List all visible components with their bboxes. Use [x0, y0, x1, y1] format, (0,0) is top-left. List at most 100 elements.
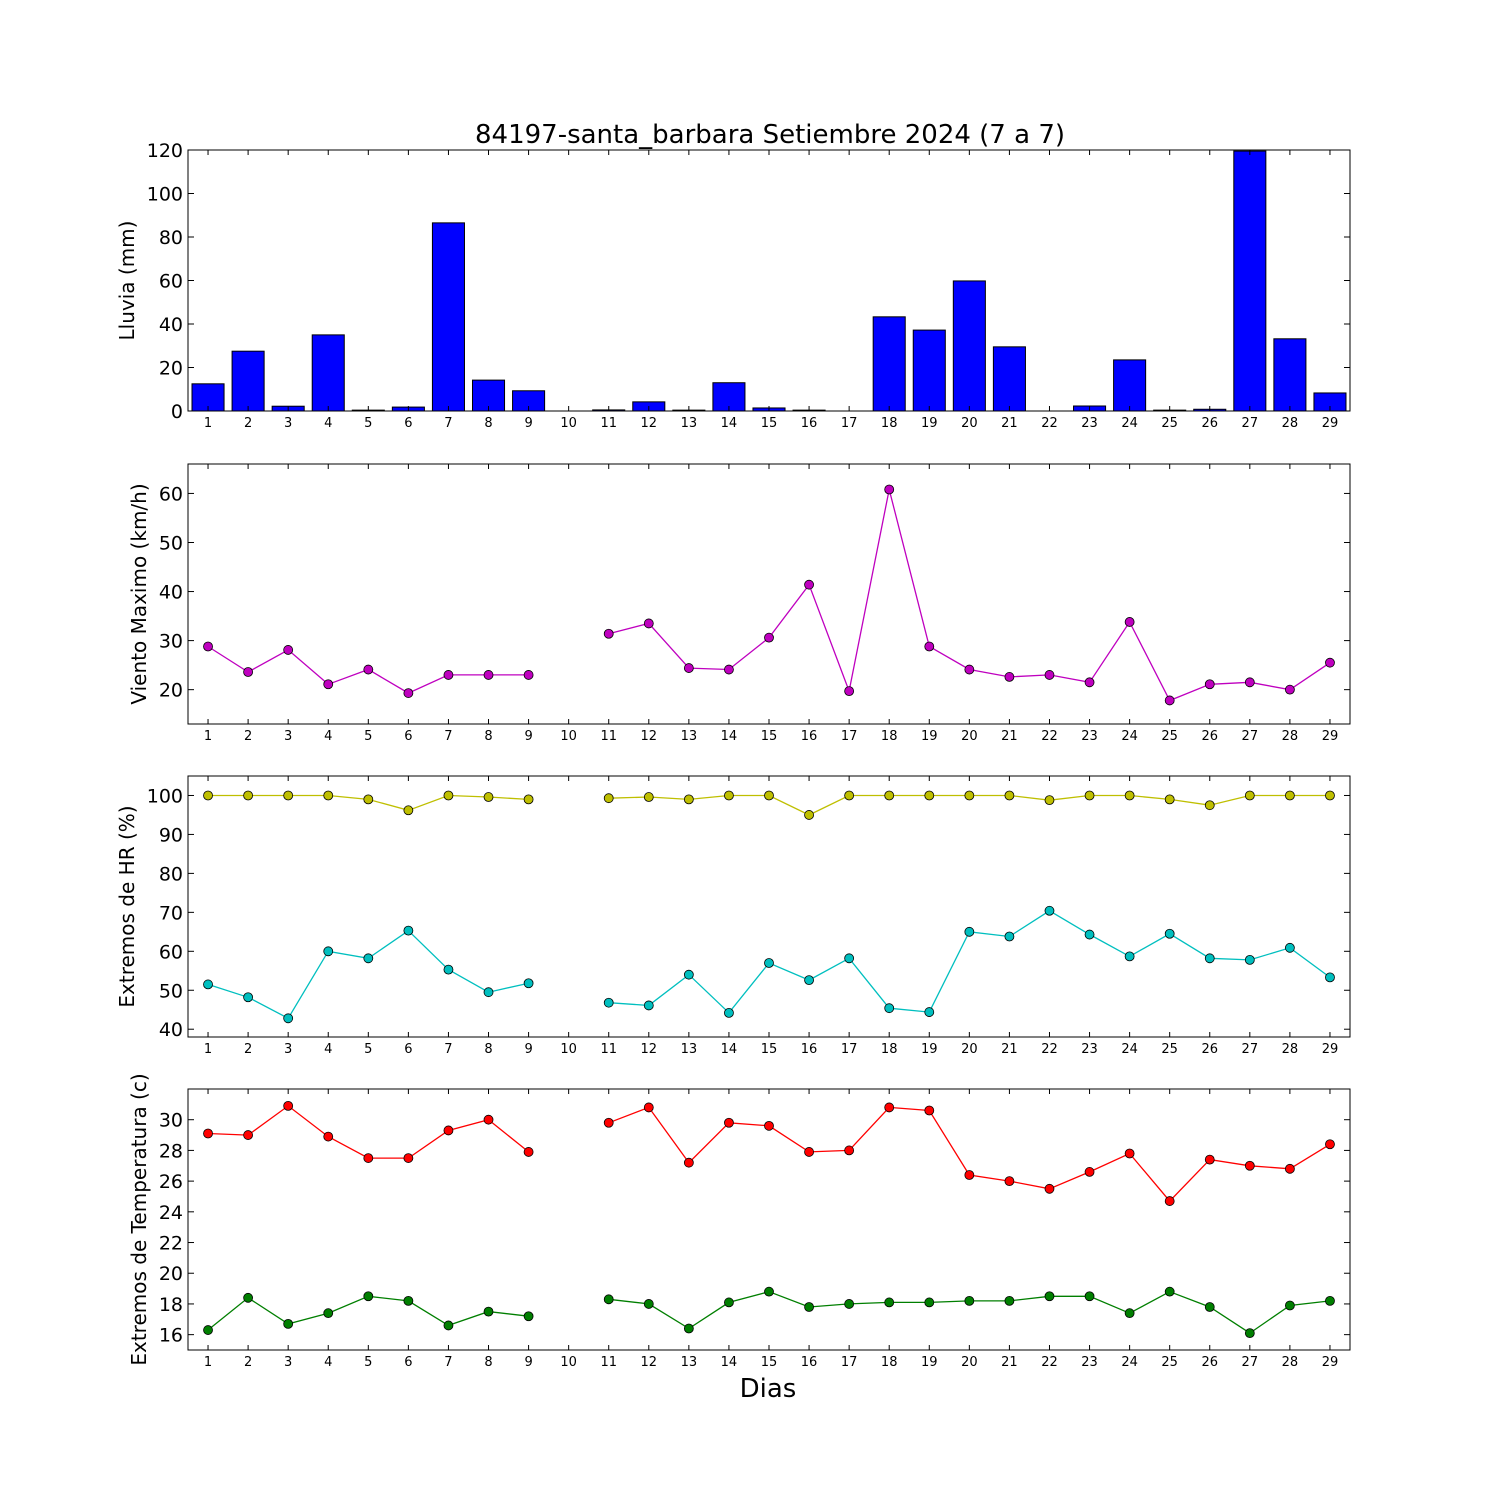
x-tick-label: 10 — [560, 1042, 577, 1057]
hr_max-point-day-5 — [363, 794, 374, 805]
t_min-point-day-19 — [924, 1297, 935, 1308]
hr_min-point-day-26 — [1204, 953, 1215, 964]
x-tick-label: 8 — [484, 416, 492, 431]
x-tick-label: 5 — [364, 729, 372, 744]
x-tick-label: 24 — [1121, 1355, 1138, 1370]
rain-bar-day-24 — [1113, 359, 1147, 412]
x-tick-label: 18 — [881, 1042, 898, 1057]
x-tick-label: 27 — [1242, 416, 1259, 431]
x-tick-label: 16 — [801, 1355, 818, 1370]
x-tick-label: 18 — [881, 1355, 898, 1370]
t_min-point-day-16 — [804, 1302, 814, 1312]
hr_min-point-day-13 — [683, 969, 694, 980]
t_max-point-day-6 — [403, 1153, 414, 1163]
x-tick-label: 21 — [1001, 416, 1018, 431]
y-tick-label: 60 — [159, 483, 183, 505]
wind-point-day-16 — [804, 579, 814, 590]
x-tick-label: 9 — [524, 1042, 532, 1057]
t_max-point-day-1 — [203, 1128, 213, 1139]
hr_min-point-day-21 — [1004, 931, 1015, 942]
wind-point-day-7 — [443, 670, 454, 680]
t_min-point-day-4 — [323, 1308, 334, 1319]
hr_max-point-day-19 — [924, 790, 935, 801]
rain-bar-day-21 — [992, 346, 1026, 412]
x-tick-label: 9 — [524, 416, 532, 431]
x-tick-label: 23 — [1081, 416, 1098, 431]
hr_min-point-day-27 — [1244, 954, 1255, 965]
x-tick-label: 23 — [1081, 729, 1098, 744]
wind-point-day-3 — [283, 645, 294, 655]
chart-title: 84197-santa_barbara Setiembre 2024 (7 a … — [475, 120, 1065, 150]
x-tick-label: 16 — [801, 729, 818, 744]
y-axis-label: Viento Maximo (km/h) — [127, 483, 151, 704]
x-tick-label: 10 — [560, 729, 577, 744]
axes-frame — [187, 463, 1351, 725]
t_max-point-day-18 — [884, 1102, 895, 1113]
hr_min-point-day-14 — [724, 1007, 734, 1018]
t_min-point-day-9 — [523, 1311, 534, 1322]
y-tick-label: 80 — [159, 863, 183, 885]
hr_max-point-day-29 — [1325, 790, 1335, 801]
hr_min-point-day-28 — [1284, 942, 1295, 953]
hr_max-point-day-7 — [443, 790, 454, 801]
x-tick-label: 25 — [1161, 729, 1178, 744]
t_min-point-day-20 — [964, 1295, 975, 1306]
hr_max-point-day-15 — [764, 790, 774, 801]
wind-point-day-25 — [1164, 695, 1175, 706]
t_min-point-day-21 — [1004, 1295, 1015, 1306]
x-tick-label: 22 — [1041, 1042, 1058, 1057]
x-tick-label: 11 — [600, 729, 617, 744]
x-tick-label: 20 — [961, 416, 978, 431]
t_max-point-day-5 — [363, 1153, 374, 1163]
hr_min-point-day-15 — [764, 958, 774, 968]
x-tick-label: 5 — [364, 1355, 372, 1370]
x-tick-label: 29 — [1322, 729, 1339, 744]
x-tick-label: 19 — [921, 1355, 938, 1370]
hr_max-point-day-14 — [724, 790, 734, 801]
t_max-point-day-21 — [1004, 1176, 1015, 1187]
wind-point-day-4 — [323, 679, 334, 690]
x-tick-label: 4 — [324, 416, 332, 431]
x-tick-label: 26 — [1201, 1355, 1218, 1370]
x-tick-label: 26 — [1201, 1042, 1218, 1057]
t_max-point-day-27 — [1244, 1160, 1255, 1171]
x-tick-label: 20 — [961, 1355, 978, 1370]
t_max-point-day-2 — [243, 1130, 254, 1140]
x-tick-label: 19 — [921, 416, 938, 431]
y-tick-label: 26 — [159, 1171, 183, 1193]
rain-bar-day-20 — [952, 280, 986, 412]
t_min-point-day-5 — [363, 1291, 374, 1302]
hr_min-point-day-4 — [323, 946, 334, 957]
hr_min-point-day-2 — [243, 992, 254, 1003]
x-tick-label: 6 — [404, 416, 412, 431]
y-tick-label: 24 — [159, 1202, 183, 1224]
y-tick-label: 30 — [159, 631, 183, 653]
x-tick-label: 13 — [681, 416, 698, 431]
x-tick-label: 5 — [364, 416, 372, 431]
hr_max-point-day-22 — [1044, 795, 1055, 806]
x-tick-label: 8 — [484, 1355, 492, 1370]
x-tick-label: 23 — [1081, 1042, 1098, 1057]
t_max-point-day-14 — [724, 1117, 734, 1128]
x-tick-label: 21 — [1001, 729, 1018, 744]
t_min-point-day-17 — [844, 1299, 855, 1309]
x-tick-label: 2 — [244, 729, 252, 744]
x-tick-label: 22 — [1041, 1355, 1058, 1370]
t_min-point-day-26 — [1204, 1302, 1215, 1312]
x-tick-label: 8 — [484, 729, 492, 744]
rain-bar-day-2 — [231, 350, 265, 412]
axes-frame — [187, 775, 1351, 1038]
x-tick-label: 16 — [801, 1042, 818, 1057]
x-tick-label: 1 — [204, 729, 212, 744]
t_max-point-day-26 — [1204, 1154, 1215, 1165]
hr_min-point-day-29 — [1325, 972, 1335, 983]
hr_max-point-day-6 — [403, 805, 414, 816]
t_min-point-day-22 — [1044, 1291, 1055, 1302]
hr_max-point-day-2 — [243, 790, 254, 801]
x-tick-label: 12 — [641, 1042, 658, 1057]
x-tick-label: 28 — [1282, 1355, 1299, 1370]
t_max-point-day-20 — [964, 1170, 975, 1180]
x-tick-label: 14 — [721, 1042, 738, 1057]
